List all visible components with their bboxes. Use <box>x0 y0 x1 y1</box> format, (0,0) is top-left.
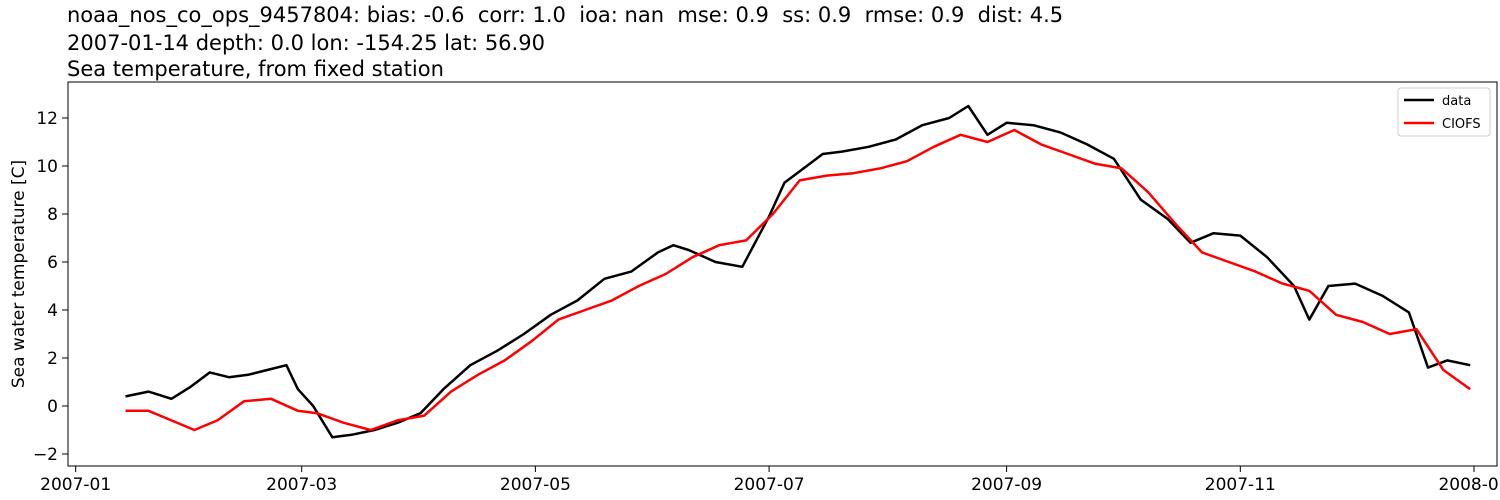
y-tick-label: 0 <box>47 397 58 417</box>
x-tick-label: 2007-07 <box>734 475 805 495</box>
series-layer <box>125 104 1471 439</box>
legend-label-data: data <box>1442 94 1471 109</box>
axis-layer: 2007-01 2007-03 2007-05 2007-07 2007-09 2007-… <box>33 109 1500 495</box>
x-tick-label: 2007-09 <box>971 475 1042 495</box>
y-tick-label: −2 <box>33 445 58 465</box>
y-tick-label: 10 <box>36 157 58 177</box>
y-tick-label: 12 <box>36 109 58 129</box>
series-line-data <box>125 104 1471 439</box>
y-tick-label: 2 <box>47 349 58 369</box>
chart-title-variable: Sea temperature, from fixed station <box>67 57 444 81</box>
legend-label-ciofs: CIOFS <box>1442 117 1481 132</box>
y-tick-label: 6 <box>47 253 58 273</box>
chart-title-location: 2007-01-14 depth: 0.0 lon: -154.25 lat: … <box>67 31 545 55</box>
x-tick-label: 2007-03 <box>266 475 337 495</box>
plot-frame <box>67 81 1498 467</box>
y-tick-label: 8 <box>47 205 58 225</box>
x-tick-label: 2007-01 <box>40 475 111 495</box>
series-line-ciofs <box>125 128 1471 432</box>
chart-title-stats: noaa_nos_co_ops_9457804: bias: -0.6 corr… <box>67 3 1064 27</box>
x-tick-label: 2007-11 <box>1205 475 1276 495</box>
x-tick-label: 2008-01 <box>1438 475 1500 495</box>
x-tick-label: 2007-05 <box>500 475 571 495</box>
legend: data CIOFS <box>1397 87 1491 137</box>
y-axis-label: Sea water temperature [C] <box>9 160 29 388</box>
y-tick-label: 4 <box>47 301 58 321</box>
